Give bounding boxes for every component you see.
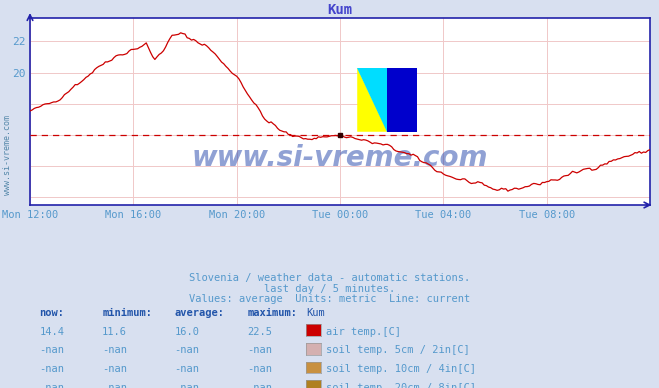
Text: www.si-vreme.com: www.si-vreme.com bbox=[3, 115, 13, 195]
Text: -nan: -nan bbox=[102, 383, 127, 388]
Title: Kum: Kum bbox=[328, 3, 353, 17]
Polygon shape bbox=[387, 68, 418, 132]
Text: average:: average: bbox=[175, 308, 225, 318]
Text: 14.4: 14.4 bbox=[40, 327, 65, 337]
Text: -nan: -nan bbox=[175, 383, 200, 388]
Text: Kum: Kum bbox=[306, 308, 325, 318]
Text: -nan: -nan bbox=[40, 383, 65, 388]
Text: soil temp. 5cm / 2in[C]: soil temp. 5cm / 2in[C] bbox=[326, 345, 470, 355]
Text: -nan: -nan bbox=[247, 364, 272, 374]
Text: -nan: -nan bbox=[247, 383, 272, 388]
Text: Slovenia / weather data - automatic stations.: Slovenia / weather data - automatic stat… bbox=[189, 273, 470, 283]
Text: maximum:: maximum: bbox=[247, 308, 297, 318]
Text: soil temp. 10cm / 4in[C]: soil temp. 10cm / 4in[C] bbox=[326, 364, 476, 374]
Text: 11.6: 11.6 bbox=[102, 327, 127, 337]
Text: -nan: -nan bbox=[175, 364, 200, 374]
Text: Values: average  Units: metric  Line: current: Values: average Units: metric Line: curr… bbox=[189, 294, 470, 304]
Text: -nan: -nan bbox=[102, 364, 127, 374]
Text: -nan: -nan bbox=[175, 345, 200, 355]
Polygon shape bbox=[357, 68, 387, 132]
Text: -nan: -nan bbox=[102, 345, 127, 355]
Text: -nan: -nan bbox=[40, 364, 65, 374]
Text: air temp.[C]: air temp.[C] bbox=[326, 327, 401, 337]
Text: soil temp. 20cm / 8in[C]: soil temp. 20cm / 8in[C] bbox=[326, 383, 476, 388]
Text: 22.5: 22.5 bbox=[247, 327, 272, 337]
Text: minimum:: minimum: bbox=[102, 308, 152, 318]
Text: now:: now: bbox=[40, 308, 65, 318]
Text: www.si-vreme.com: www.si-vreme.com bbox=[192, 144, 488, 172]
Polygon shape bbox=[357, 68, 387, 132]
Text: 16.0: 16.0 bbox=[175, 327, 200, 337]
Text: last day / 5 minutes.: last day / 5 minutes. bbox=[264, 284, 395, 294]
Text: -nan: -nan bbox=[247, 345, 272, 355]
Text: -nan: -nan bbox=[40, 345, 65, 355]
